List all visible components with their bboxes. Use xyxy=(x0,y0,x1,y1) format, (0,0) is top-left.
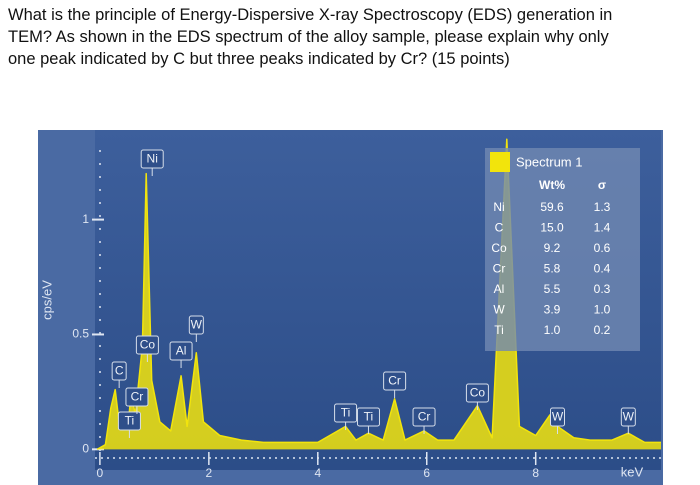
spectrum-fill xyxy=(97,139,661,450)
question-line: What is the principle of Energy-Dispersi… xyxy=(8,6,613,24)
peak-label: Cr xyxy=(131,390,144,404)
peak-label: W xyxy=(623,410,635,424)
peak-label: W xyxy=(552,410,564,424)
table-cell: 0.6 xyxy=(594,241,611,255)
peak-label: Cr xyxy=(418,410,431,424)
peak-label-box xyxy=(135,335,159,355)
peak-label-box xyxy=(334,403,358,423)
peak-label-box xyxy=(117,411,141,431)
peak-label: Ni xyxy=(147,152,158,166)
element-label: Cr xyxy=(493,262,506,276)
element-label: Co xyxy=(491,241,507,255)
peak-label: Ti xyxy=(341,406,351,420)
element-label: Ti xyxy=(494,323,504,337)
table-cell: 9.2 xyxy=(544,241,561,255)
peak-label-box xyxy=(111,361,127,381)
element-label: Ni xyxy=(493,200,504,214)
question-line: one peak indicated by C but three peaks … xyxy=(8,50,510,68)
peak-label: C xyxy=(115,364,124,378)
y-tick-label: 0 xyxy=(82,441,89,455)
peak-label: Al xyxy=(176,344,187,358)
x-axis-label: keV xyxy=(621,464,644,479)
legend-box xyxy=(485,148,640,351)
question: What is the principle of Energy-Dispersi… xyxy=(8,4,612,70)
peak-label-box xyxy=(412,407,436,427)
x-tick-label: 4 xyxy=(314,466,321,480)
element-label: W xyxy=(493,303,505,317)
y-tick-label: 0.5 xyxy=(72,327,89,341)
table-header: Wt% xyxy=(539,178,565,192)
x-tick-label: 0 xyxy=(97,466,104,480)
peak-label-box xyxy=(188,315,204,335)
table-cell: 1.0 xyxy=(544,323,561,337)
peak-label-box xyxy=(140,149,164,169)
legend-swatch xyxy=(490,152,510,172)
table-header: σ xyxy=(598,178,606,192)
element-label: Al xyxy=(494,282,505,296)
x-tick-label: 6 xyxy=(423,466,430,480)
peak-label: Co xyxy=(470,386,486,400)
question-line: TEM? As shown in the EDS spectrum of the… xyxy=(8,28,609,46)
peak-label: Ti xyxy=(364,410,374,424)
peak-label-box xyxy=(169,341,193,361)
x-tick-label: 2 xyxy=(206,466,213,480)
y-tick-label: 1 xyxy=(82,212,89,226)
table-cell: 15.0 xyxy=(540,221,564,235)
table-cell: 0.2 xyxy=(594,323,611,337)
table-cell: 5.5 xyxy=(544,282,561,296)
table-cell: 1.0 xyxy=(594,303,611,317)
table-cell: 1.4 xyxy=(594,221,611,235)
peak-label: Cr xyxy=(388,374,401,388)
y-axis-label: cps/eV xyxy=(39,280,54,320)
peak-label-box xyxy=(549,407,565,427)
table-cell: 5.8 xyxy=(544,262,561,276)
element-label: C xyxy=(495,221,504,235)
table-cell: 59.6 xyxy=(540,200,564,214)
table-cell: 1.3 xyxy=(594,200,611,214)
peak-label-box xyxy=(620,407,636,427)
peak-label-box xyxy=(356,407,380,427)
x-tick-label: 8 xyxy=(532,466,539,480)
legend-title: Spectrum 1 xyxy=(516,154,582,169)
peak-label: Ti xyxy=(125,414,135,428)
peak-label: W xyxy=(191,318,203,332)
table-cell: 0.4 xyxy=(594,262,611,276)
table-cell: 3.9 xyxy=(544,303,561,317)
peak-label-box xyxy=(383,371,407,391)
peak-label-box xyxy=(465,383,489,403)
peak-label-box xyxy=(125,387,149,407)
peak-label: Co xyxy=(140,338,156,352)
table-cell: 0.3 xyxy=(594,282,611,296)
